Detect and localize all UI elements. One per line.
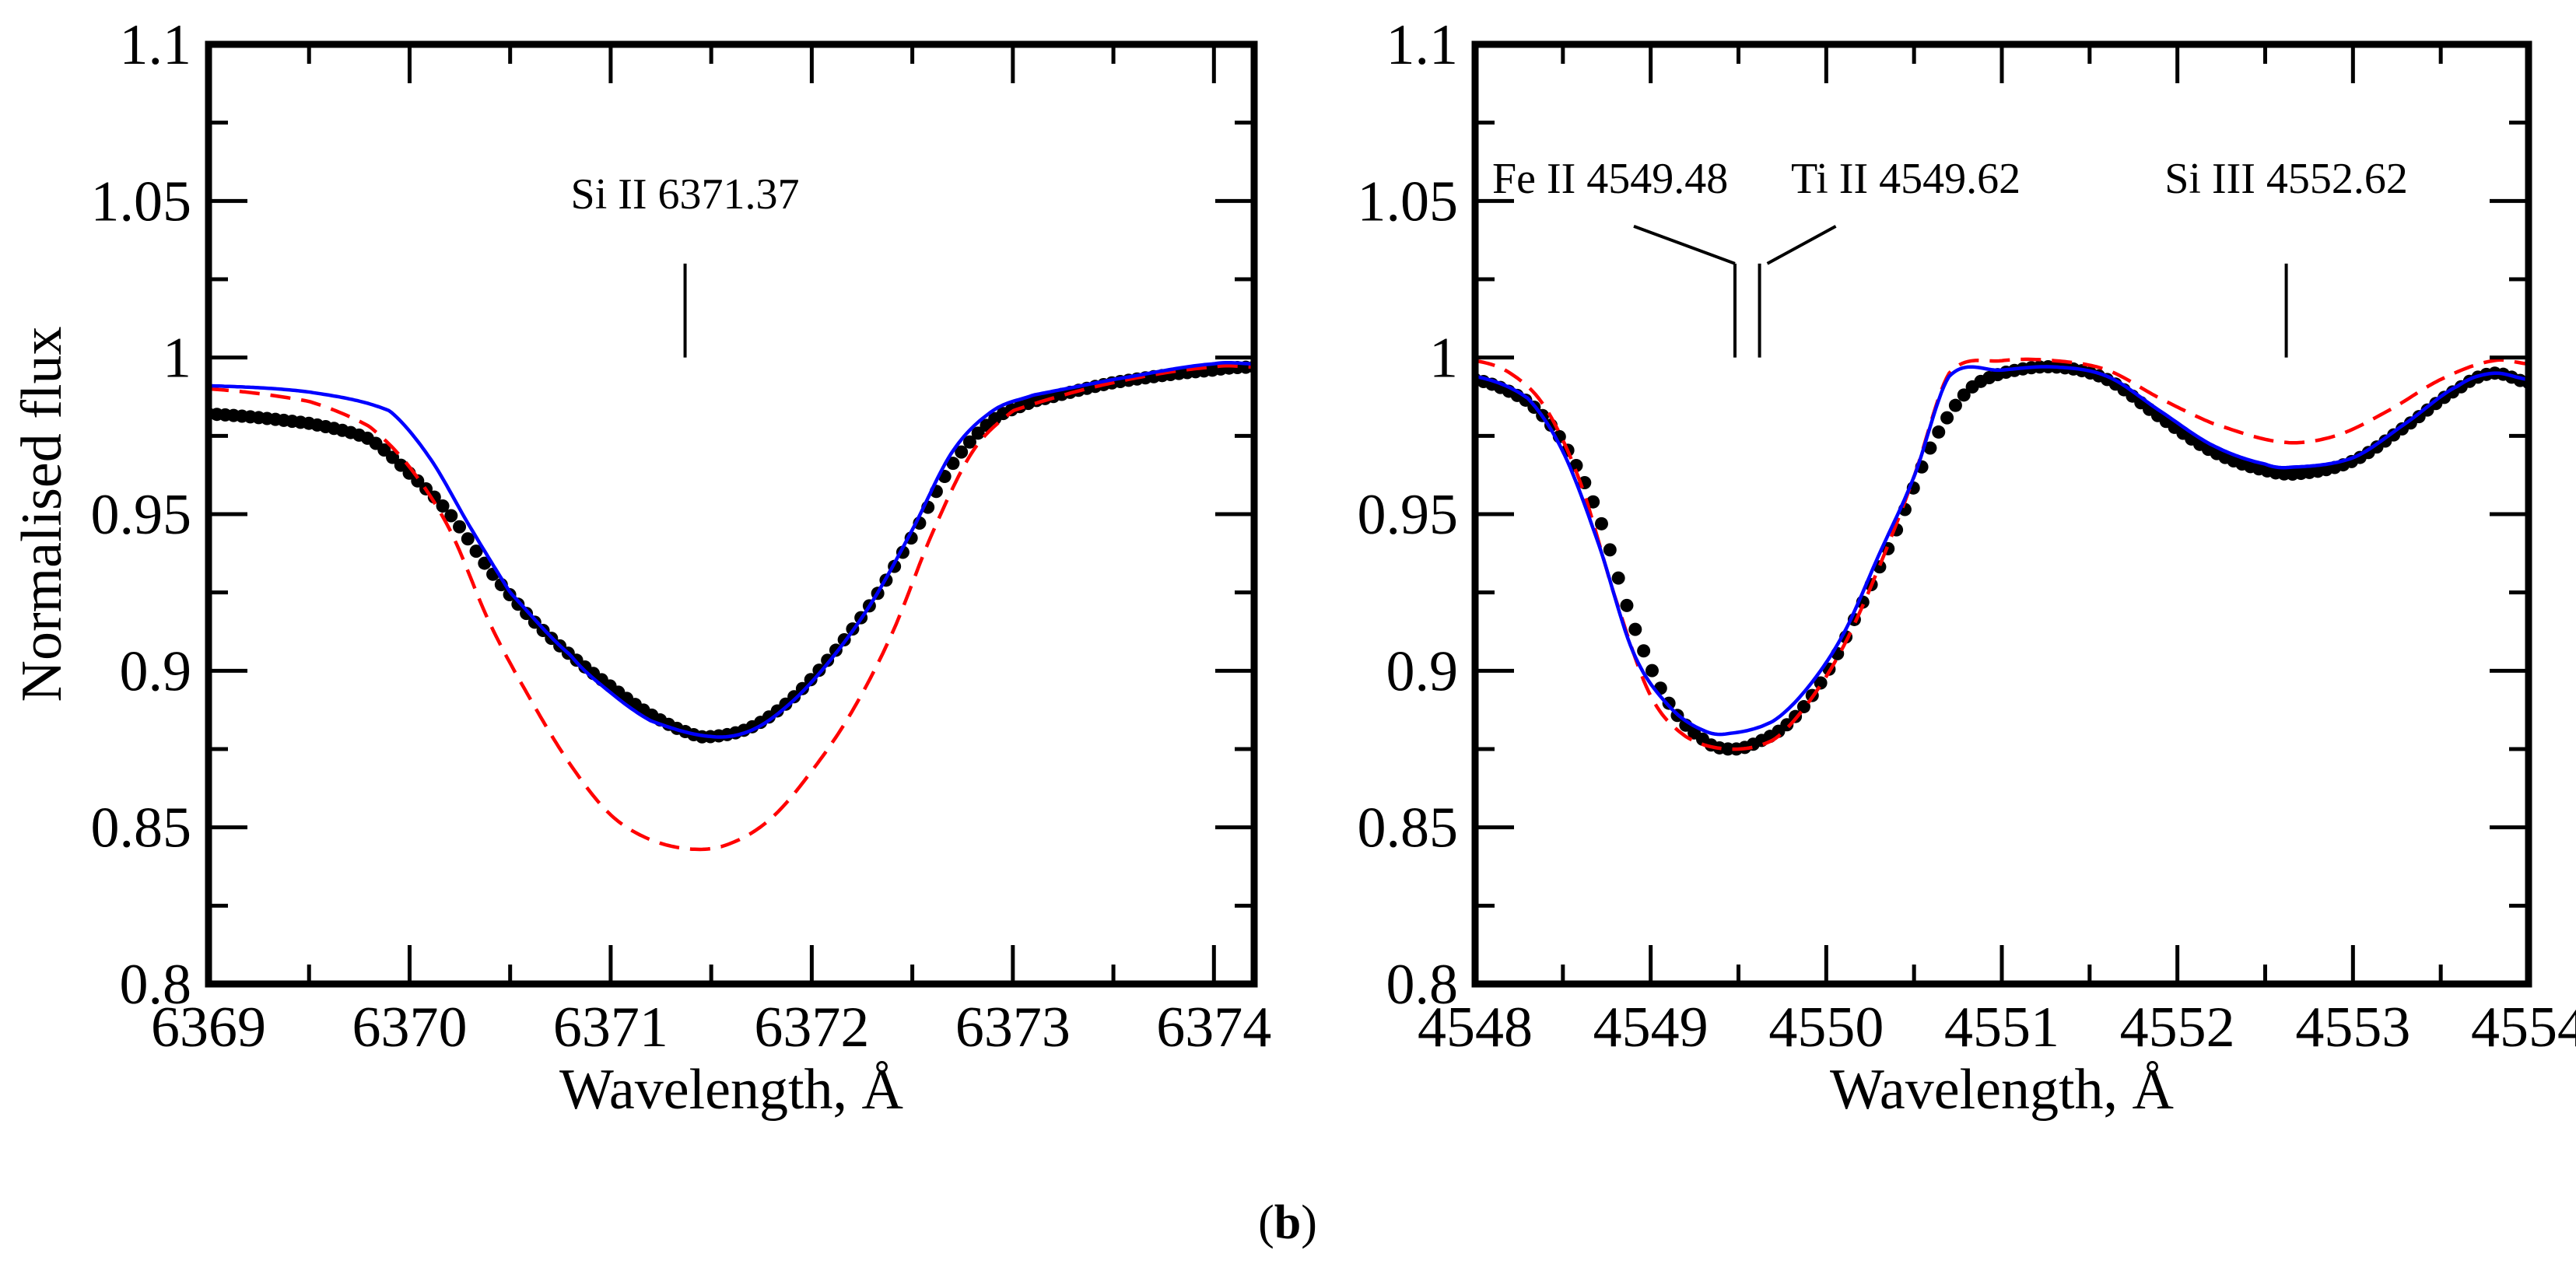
observed-point bbox=[469, 544, 483, 558]
y-tick-label: 0.85 bbox=[91, 797, 192, 860]
observed-point bbox=[946, 457, 960, 471]
observed-point bbox=[1923, 441, 1937, 455]
model_red-line bbox=[1475, 357, 2529, 751]
observed-point bbox=[962, 435, 976, 449]
leader-line bbox=[1633, 224, 1736, 265]
y-tick-label: 0.85 bbox=[1358, 797, 1459, 860]
y-tick-label: 0.95 bbox=[91, 483, 192, 547]
observed-point bbox=[1780, 718, 1794, 732]
y-axis-label: Normalised flux bbox=[10, 327, 74, 702]
y-tick-label: 1.05 bbox=[1358, 170, 1459, 233]
observed-point bbox=[1603, 543, 1617, 557]
line-label: Si III 4552.62 bbox=[2164, 155, 2408, 203]
observed-point bbox=[1796, 700, 1810, 714]
observed-point bbox=[453, 520, 467, 534]
observed-point bbox=[787, 690, 801, 704]
observed-point bbox=[955, 445, 969, 459]
observed-point bbox=[971, 426, 985, 440]
plot-area bbox=[1475, 357, 2529, 756]
x-tick-label: 4551 bbox=[1944, 996, 2059, 1059]
observed-point bbox=[386, 450, 400, 464]
observed-point bbox=[520, 607, 534, 621]
y-tick-label: 0.8 bbox=[1386, 953, 1459, 1017]
observed-point bbox=[511, 597, 525, 611]
observed-point bbox=[1645, 664, 1659, 678]
x-tick-label: 6371 bbox=[553, 996, 668, 1059]
observed-point bbox=[812, 664, 826, 678]
observed-point bbox=[1948, 398, 1962, 412]
observed-point bbox=[1814, 676, 1828, 690]
observed-point bbox=[1637, 644, 1651, 658]
x-tick-label: 4549 bbox=[1593, 996, 1709, 1059]
observed-point bbox=[444, 509, 458, 523]
observed-point bbox=[1611, 571, 1625, 585]
observed-point bbox=[394, 458, 408, 472]
y-tick-label: 1 bbox=[1429, 327, 1458, 390]
model_blue-line bbox=[209, 360, 1254, 739]
x-axis-label: Wavelength, Å bbox=[559, 1058, 903, 1122]
y-tick-label: 0.9 bbox=[1386, 639, 1459, 703]
y-tick-label: 0.8 bbox=[120, 953, 192, 1017]
model_blue-line bbox=[1475, 365, 2529, 737]
x-axis-label: Wavelength, Å bbox=[1830, 1058, 2174, 1122]
observed-point bbox=[1957, 388, 1971, 402]
caption: (b) bbox=[1258, 1196, 1317, 1249]
y-tick-label: 1.1 bbox=[1386, 13, 1459, 77]
panel-right: 4548 4549 4550 4551 4552 4553 4554 0.8 0.85 0.9 0.… bbox=[1358, 13, 2576, 1122]
panel-left: 6369 6370 6371 6372 6373 6374 0.8 0.85 0.9 0.95 1 1… bbox=[10, 13, 1271, 1122]
y-tick-label: 0.9 bbox=[120, 639, 192, 703]
x-tick-label: 4550 bbox=[1768, 996, 1884, 1059]
x-tick-label: 6370 bbox=[352, 996, 467, 1059]
plot-area bbox=[209, 360, 1254, 852]
y-tick-label: 1.05 bbox=[91, 170, 192, 233]
x-tick-label: 6373 bbox=[955, 996, 1071, 1059]
model_red-line bbox=[209, 364, 1254, 852]
observed-point bbox=[411, 474, 425, 488]
observed-point bbox=[795, 681, 809, 695]
x-tick-label: 6372 bbox=[754, 996, 869, 1059]
observed-point bbox=[1940, 411, 1954, 425]
leader-line bbox=[1766, 225, 1837, 265]
x-tick-label: 6369 bbox=[151, 996, 266, 1059]
observed-point bbox=[436, 499, 450, 513]
observed-point bbox=[1620, 598, 1634, 612]
observed-point bbox=[1932, 425, 1946, 439]
observed-point bbox=[461, 532, 475, 546]
y-tick-label: 0.95 bbox=[1358, 483, 1459, 547]
observed-point bbox=[1594, 516, 1608, 530]
y-tick-label: 1 bbox=[163, 327, 191, 390]
observed-point bbox=[804, 673, 818, 687]
x-tick-label: 4548 bbox=[1418, 996, 1533, 1059]
x-tick-label: 6374 bbox=[1156, 996, 1271, 1059]
line-label: Ti II 4549.62 bbox=[1791, 155, 2020, 203]
line-label: Si II 6371.37 bbox=[571, 170, 800, 219]
observed-point bbox=[1628, 622, 1642, 636]
x-tick-label: 4552 bbox=[2120, 996, 2235, 1059]
x-tick-label: 4554 bbox=[2471, 996, 2576, 1059]
x-tick-label: 4553 bbox=[2295, 996, 2410, 1059]
observed-point bbox=[478, 556, 492, 570]
line-label: Fe II 4549.48 bbox=[1492, 155, 1728, 203]
y-tick-label: 1.1 bbox=[120, 13, 192, 77]
observed-point bbox=[1569, 458, 1583, 472]
